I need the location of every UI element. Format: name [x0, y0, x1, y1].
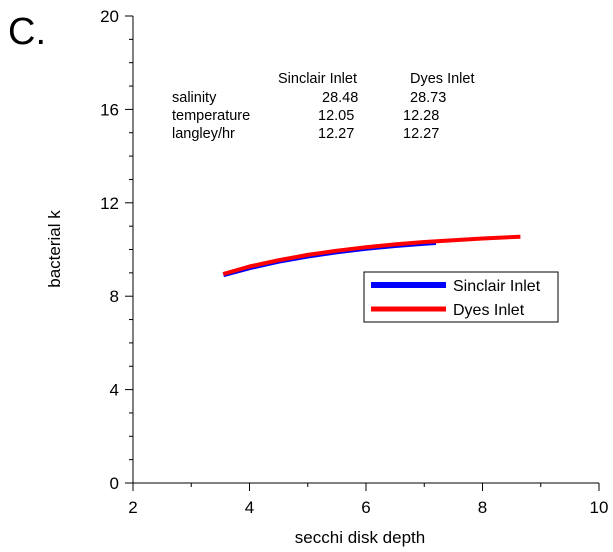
table-header-sinclair: Sinclair Inlet [278, 71, 357, 87]
x-tick-label: 2 [128, 498, 137, 517]
x-tick-label: 4 [245, 498, 254, 517]
table-cell-temperature-dyes: 12.28 [403, 108, 439, 124]
table-cell-salinity-sinclair: 28.48 [322, 90, 358, 106]
series-line-dyes-inlet [222, 234, 521, 276]
legend-label-dyes-inlet: Dyes Inlet [453, 302, 525, 319]
table-row-label-temperature: temperature [172, 108, 250, 124]
table-cell-temperature-sinclair: 12.05 [318, 108, 354, 124]
y-tick-label: 16 [100, 100, 119, 119]
legend-box [363, 271, 559, 323]
conditions-table: Sinclair Inlet Dyes Inlet salinity 28.48… [172, 71, 474, 142]
y-tick-label: 0 [110, 474, 119, 493]
table-header-dyes: Dyes Inlet [410, 71, 474, 87]
table-cell-salinity-dyes: 28.73 [410, 90, 446, 106]
legend-label-sinclair-inlet: Sinclair Inlet [453, 278, 541, 295]
x-tick-label: 10 [590, 498, 609, 517]
series-line-sinclair-inlet [222, 240, 437, 278]
series-layer [222, 234, 521, 278]
y-axis-label: bacterial k [45, 210, 64, 288]
y-tick-label: 12 [100, 194, 119, 213]
table-cell-langley-dyes: 12.27 [403, 126, 439, 142]
x-tick-label: 6 [361, 498, 370, 517]
y-ticks: 0 4 8 12 16 20 [100, 7, 133, 493]
table-cell-langley-sinclair: 12.27 [318, 126, 354, 142]
x-axis-label: secchi disk depth [295, 528, 425, 547]
x-tick-label: 8 [478, 498, 487, 517]
y-tick-label: 4 [110, 381, 119, 400]
y-tick-label: 8 [110, 287, 119, 306]
y-tick-label: 20 [100, 7, 119, 26]
panel-label: C. [8, 11, 46, 53]
table-row-label-salinity: salinity [172, 90, 217, 106]
legend: Sinclair Inlet Dyes Inlet [363, 271, 559, 323]
x-ticks: 2 4 6 8 10 [128, 483, 608, 517]
table-row-label-langley: langley/hr [172, 126, 235, 142]
